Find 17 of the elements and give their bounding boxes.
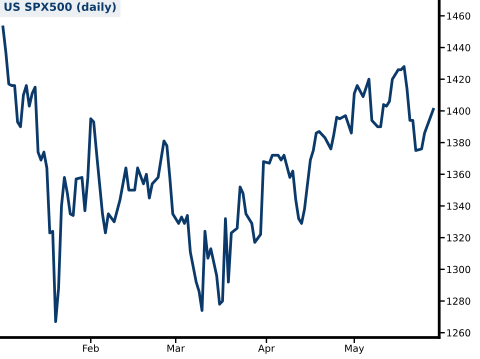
line-series	[2, 26, 435, 324]
y-tick-label: 1260	[447, 329, 470, 337]
x-tick-label: Apr	[258, 344, 275, 354]
chart-title: US SPX500 (daily)	[4, 2, 116, 14]
x-tick-label: Mar	[167, 344, 185, 352]
y-tick-label: 1400	[447, 107, 470, 115]
y-tick-label: 1300	[447, 266, 470, 274]
y-tick-label: 1320	[447, 234, 470, 242]
x-tick-label: Feb	[83, 344, 99, 352]
y-tick-label: 1440	[447, 44, 470, 52]
y-tick-label: 1340	[447, 202, 470, 210]
y-tick-label: 1460	[447, 12, 470, 20]
x-tick-label: May	[345, 344, 364, 354]
y-tick-label: 1360	[447, 170, 470, 178]
y-tick-label: 1380	[447, 139, 470, 146]
y-tick-label: 1420	[447, 76, 470, 84]
y-tick-label: 1280	[447, 298, 470, 305]
